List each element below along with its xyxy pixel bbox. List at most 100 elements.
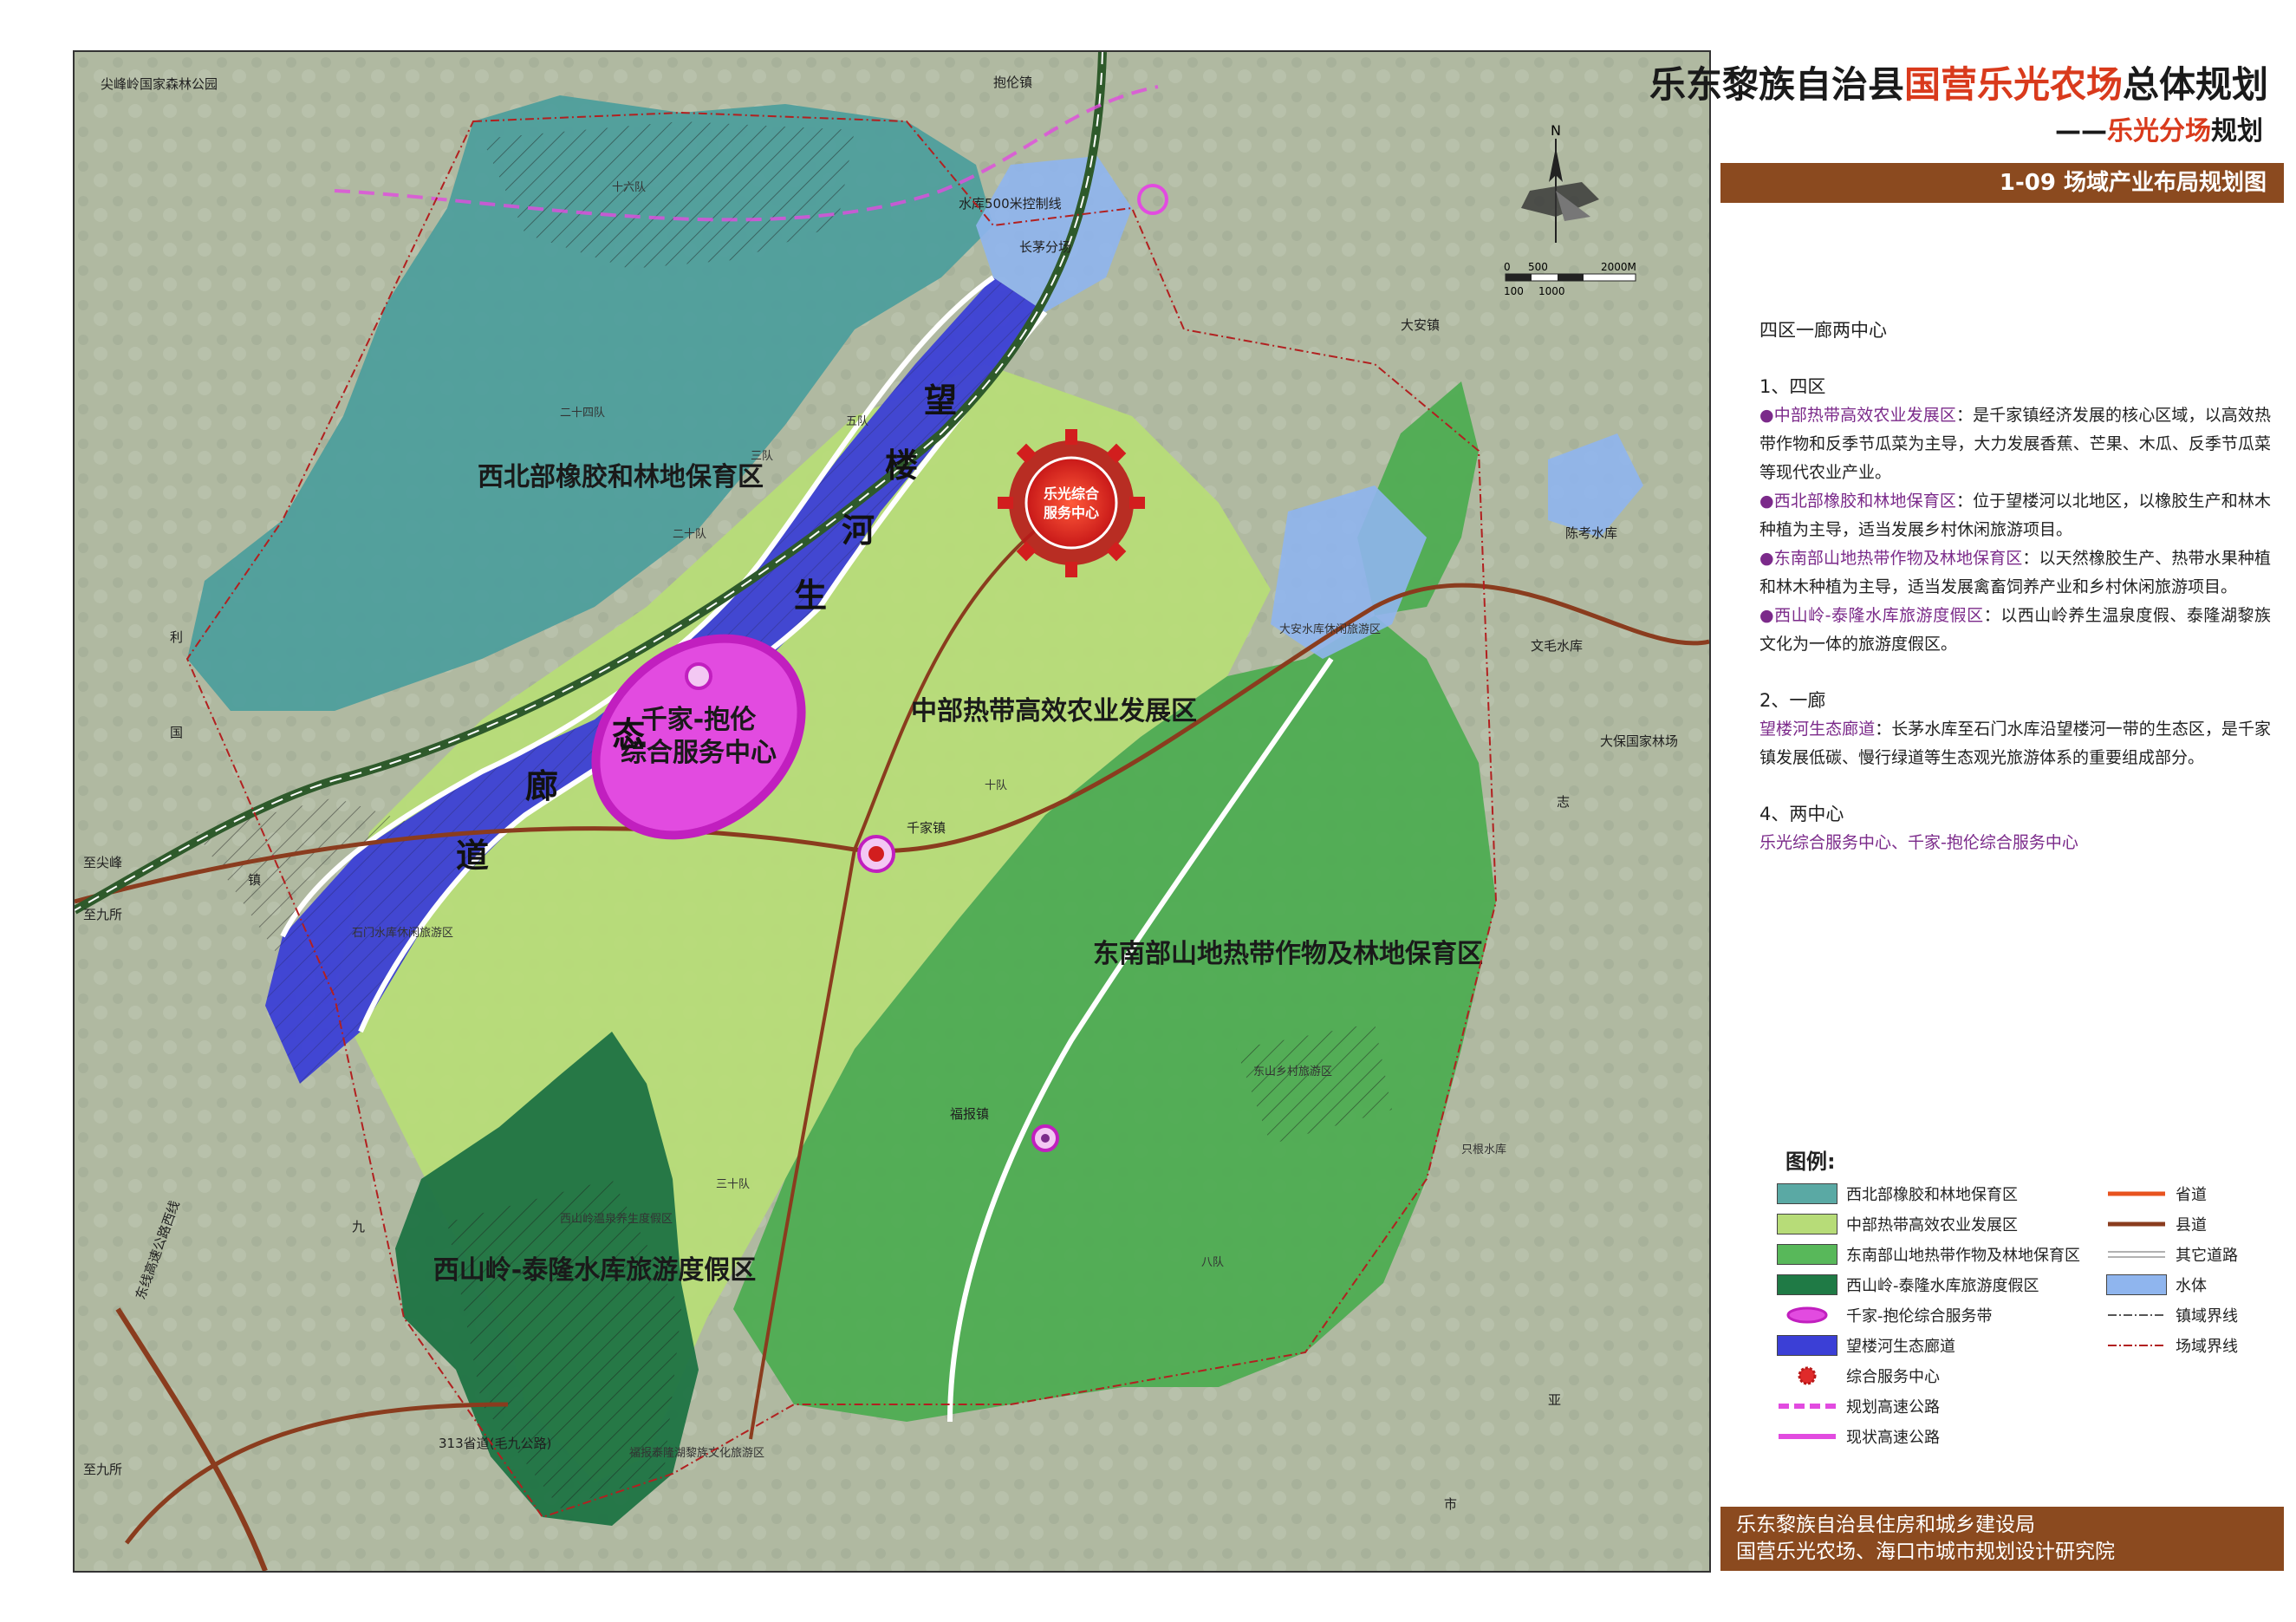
place-guo: 国: [170, 725, 183, 740]
legend-swatch: [1777, 1214, 1837, 1234]
legend: 图例: 西北部橡胶和林地保育区 中部热带高效农业发展区 东南部山地热带作物及林地…: [1768, 1144, 2271, 1465]
place-dabao: 大保国家林场: [1600, 733, 1678, 749]
legend-title: 图例:: [1785, 1150, 1836, 1174]
place-fubaozhen: 福报镇: [950, 1106, 989, 1122]
legend-swatch: [2106, 1274, 2167, 1295]
desc-zone4: ●西山岭-泰隆水库旅游度假区：以西山岭养生温泉度假、泰隆湖黎族文化为一体的旅游度…: [1759, 606, 2271, 654]
place-shimen: 石门水库休闲旅游区: [352, 926, 453, 940]
center-qianjia-line2: 综合服务中心: [621, 738, 777, 768]
desc-centers: 乐光综合服务中心、千家-抱伦综合服务中心: [1759, 833, 2078, 852]
team-label-30: 三十队: [716, 1178, 750, 1191]
place-zhijiusuo: 至九所: [83, 907, 122, 922]
desc-zone2: ●西北部橡胶和林地保育区：位于望楼河以北地区，以橡胶生产和林木种植为主导，适当发…: [1759, 492, 2271, 539]
legend-swatch: [2106, 1183, 2167, 1204]
place-jiu: 九: [352, 1219, 365, 1234]
corridor-char-1: 望: [924, 381, 957, 420]
title-block: 乐东黎族自治县国营乐光农场总体规划 ——乐光分场规划: [1649, 50, 2284, 159]
legend-swatch: [2106, 1305, 2167, 1326]
north-label: N: [1551, 122, 1561, 139]
corridor-char-2: 楼: [885, 446, 918, 485]
legend-swatch: [2106, 1335, 2167, 1356]
corridor-char-4: 生: [794, 576, 827, 615]
subtitle: ——乐光分场规划: [2055, 116, 2263, 147]
legend-swatch: [1777, 1183, 1837, 1204]
scale-top-500: 500: [1528, 261, 1548, 273]
footer-bar: 乐东黎族自治县住房和城乡建设局 国营乐光农场、海口市城市规划设计研究院: [1720, 1507, 2284, 1571]
legend-item-county-road: 县道: [2106, 1211, 2207, 1237]
legend-swatch: [1777, 1244, 1837, 1265]
desc-section2: 2、一廊: [1759, 690, 1826, 711]
place-li: 利: [170, 629, 183, 645]
label-zone-central: 中部热带高效农业发展区: [911, 696, 1197, 726]
label-zone-southeast: 东南部山地热带作物及林地保育区: [1093, 939, 1483, 969]
sheet-title-bar: 1-09 场域产业布局规划图: [1720, 163, 2284, 203]
town-marker-qianjia[interactable]: [857, 835, 895, 873]
place-taolong: 福报泰隆湖黎族文化旅游区: [629, 1446, 764, 1460]
place-road313: 313省道(毛九公路): [439, 1436, 551, 1451]
planned-highway: [334, 85, 1159, 222]
service-belt-qianjia-baolun[interactable]: 千家-抱伦 综合服务中心: [556, 598, 841, 876]
place-zhijianfeng: 至尖峰: [83, 855, 122, 870]
place-baolunzhen: 抱伦镇: [993, 75, 1032, 90]
legend-item-planned-highway: 规划高速公路: [1777, 1393, 1940, 1419]
legend-swatch: [1777, 1274, 1837, 1295]
scale-top-2000: 2000M: [1601, 261, 1636, 273]
label-zone-southwest: 西山岭-泰隆水库旅游度假区: [433, 1255, 756, 1286]
place-shuiku500: 水库500米控制线: [959, 196, 1062, 212]
legend-item-service-belt: 千家-抱伦综合服务带: [1777, 1302, 1993, 1328]
legend-item-provincial-road: 省道: [2106, 1181, 2207, 1207]
legend-swatch: [2106, 1244, 2167, 1265]
legend-swatch: [2106, 1214, 2167, 1234]
legend-item-southwest: 西山岭-泰隆水库旅游度假区: [1777, 1272, 2039, 1298]
planning-map[interactable]: 千家-抱伦 综合服务中心 乐光综合 服务中心: [73, 50, 1711, 1573]
center-leguang-line1: 乐光综合: [1044, 485, 1100, 502]
place-dongshan: 东山乡村旅游区: [1253, 1065, 1332, 1078]
place-ya: 亚: [1548, 1392, 1561, 1408]
desc-zone3: ●东南部山地热带作物及林地保育区：以天然橡胶生产、热带水果种植和林木种植为主导，…: [1759, 549, 2271, 596]
water-changmao: [976, 156, 1132, 312]
place-chenkao: 陈考水库: [1565, 525, 1617, 541]
legend-item-town-boundary: 镇域界线: [2106, 1302, 2238, 1328]
place-zhi: 志: [1557, 794, 1570, 810]
place-jianfengling: 尖峰岭国家森林公园: [101, 76, 218, 92]
scale-bottom-1000: 1000: [1538, 285, 1565, 297]
scale-bar: 0 500 2000M 100 1000: [1504, 260, 1642, 303]
desc-section4: 4、两中心: [1759, 804, 1844, 824]
town-marker-fubao[interactable]: [1031, 1124, 1059, 1152]
legend-item-central: 中部热带高效农业发展区: [1777, 1211, 2018, 1237]
service-center-leguang[interactable]: 乐光综合 服务中心: [998, 429, 1145, 577]
legend-item-northwest: 西北部橡胶和林地保育区: [1777, 1181, 2018, 1207]
zone-southeast: [733, 616, 1496, 1422]
team-label-20: 二十队: [673, 528, 706, 541]
place-wenmao: 文毛水库: [1531, 638, 1583, 654]
desc-section1: 1、四区: [1759, 376, 1826, 397]
legend-item-farm-boundary: 场域界线: [2106, 1332, 2238, 1358]
north-arrow: N: [1504, 121, 1608, 251]
place-shi: 市: [1444, 1496, 1457, 1512]
corridor-char-5: 态: [612, 715, 645, 753]
provincial-road: [75, 583, 1709, 904]
legend-item-water: 水体: [2106, 1272, 2207, 1298]
water-chenkao: [1548, 433, 1643, 537]
town-marker-baolun[interactable]: [685, 662, 712, 690]
desc-corridor: 望楼河生态廊道：长茅水库至石门水库沿望楼河一带的生态区，是千家镇发展低碳、慢行绿…: [1759, 720, 2271, 767]
zone-northwest: [187, 95, 993, 711]
desc-zone1: ●中部热带高效农业发展区：是千家镇经济发展的核心区域，以高效热带作物和反季节瓜菜…: [1759, 406, 2271, 482]
corridor-char-7: 道: [456, 837, 489, 875]
footer-line1: 乐东黎族自治县住房和城乡建设局: [1736, 1514, 2035, 1536]
main-title: 乐东黎族自治县国营乐光农场总体规划: [1649, 63, 2268, 106]
place-zhijiusuo-2: 至九所: [83, 1462, 122, 1477]
legend-item-southeast: 东南部山地热带作物及林地保育区: [1777, 1241, 2080, 1267]
legend-swatch: [1777, 1426, 1837, 1447]
legend-swatch: [1777, 1396, 1837, 1417]
farm-boundary: [185, 111, 1498, 1519]
label-zone-northwest: 西北部橡胶和林地保育区: [478, 462, 764, 492]
place-dazhen: 大安镇: [1401, 317, 1440, 333]
team-label-16: 十六队: [612, 181, 646, 194]
team-label-5: 五队: [846, 415, 868, 428]
corridor-char-3: 河: [842, 511, 875, 550]
place-daanshuiku: 大安水库休闲旅游区: [1279, 622, 1381, 636]
legend-swatch: [1777, 1335, 1837, 1356]
team-label-24: 二十四队: [560, 407, 605, 420]
water-dazhen: [1271, 485, 1427, 659]
